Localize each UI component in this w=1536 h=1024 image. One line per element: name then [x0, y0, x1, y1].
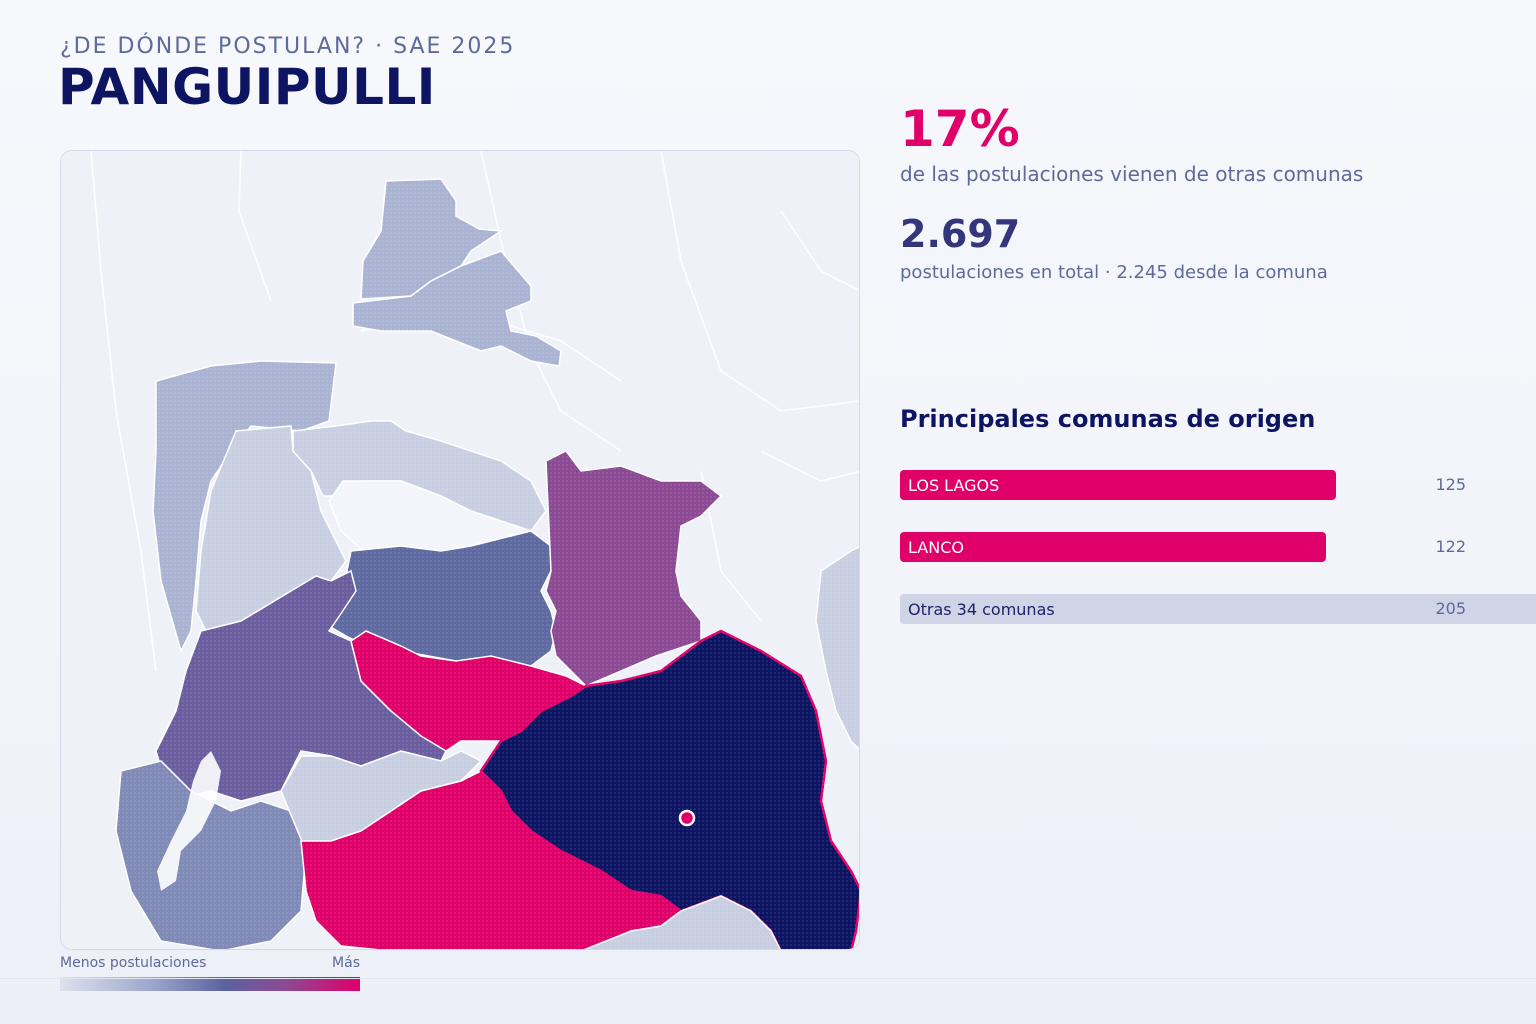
origin-value: 125 [1435, 475, 1466, 494]
external-percent-label: de las postulaciones vienen de otras com… [900, 162, 1364, 186]
origins-title: Principales comunas de origen [900, 405, 1316, 433]
footer-divider [0, 978, 1536, 979]
origin-value: 122 [1435, 537, 1466, 556]
origin-label: Otras 34 comunas [908, 599, 1055, 619]
choropleth-map[interactable] [60, 150, 860, 950]
legend-low-label: Menos postulaciones [60, 955, 207, 971]
legend-high-label: Más [332, 955, 360, 971]
origin-bar: Otras 34 comunas [900, 594, 1536, 624]
total-applications: 2.697 [900, 212, 1021, 256]
origin-bar: LOS LAGOS [900, 470, 1336, 500]
origin-label: LANCO [908, 537, 964, 557]
total-applications-label: postulaciones en total · 2.245 desde la … [900, 262, 1328, 283]
origin-label: LOS LAGOS [908, 475, 1000, 495]
origin-row[interactable]: LOS LAGOS 125 [900, 470, 1536, 500]
origin-value: 205 [1435, 599, 1466, 618]
page-title: PANGUIPULLI [58, 58, 436, 116]
origin-row[interactable]: LANCO 122 [900, 532, 1536, 562]
legend-gradient-bar [60, 977, 360, 991]
origin-row[interactable]: Otras 34 comunas 205 [900, 594, 1536, 624]
origin-bar: LANCO [900, 532, 1326, 562]
page-kicker: ¿DE DÓNDE POSTULAN? · SAE 2025 [60, 34, 516, 59]
color-legend: Menos postulaciones Más [60, 955, 360, 991]
commune-center-marker[interactable] [678, 809, 696, 827]
external-percent: 17% [900, 100, 1020, 158]
